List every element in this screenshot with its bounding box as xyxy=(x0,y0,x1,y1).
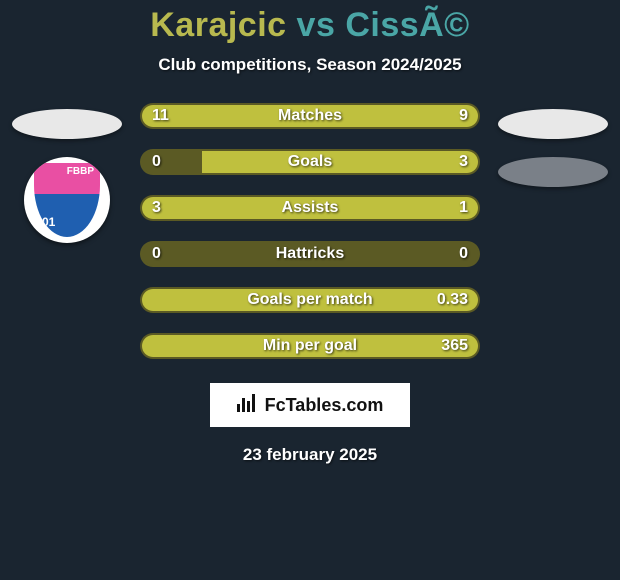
stat-value-left: 11 xyxy=(152,103,169,129)
left-club-logo: FBBP 01 xyxy=(24,157,110,243)
shield-icon: FBBP 01 xyxy=(34,163,100,237)
stat-value-right: 0.33 xyxy=(437,287,468,313)
chart-icon xyxy=(237,394,259,417)
stat-value-right: 3 xyxy=(459,149,468,175)
stat-value-right: 1 xyxy=(459,195,468,221)
stat-label: Goals xyxy=(140,149,480,175)
right-side xyxy=(498,103,608,359)
stat-value-left: 3 xyxy=(152,195,161,221)
date-line: 23 february 2025 xyxy=(243,445,377,465)
brand-box[interactable]: FcTables.com xyxy=(210,383,410,427)
stat-row: Goals per match0.33 xyxy=(140,287,480,313)
stat-label: Assists xyxy=(140,195,480,221)
stat-row: Hattricks0 0 xyxy=(140,241,480,267)
stat-row: Min per goal365 xyxy=(140,333,480,359)
stat-label: Matches xyxy=(140,103,480,129)
stat-row: Goals0 3 xyxy=(140,149,480,175)
shield-badge: 01 xyxy=(42,215,55,229)
stat-value-right: 9 xyxy=(459,103,468,129)
stat-row: Assists3 1 xyxy=(140,195,480,221)
columns: FBBP 01 Matches119Goals03Assists31Hattri… xyxy=(0,103,620,359)
right-ellipse-1 xyxy=(498,109,608,139)
title-vs: vs xyxy=(297,6,336,44)
title-player-right: CissÃ© xyxy=(345,6,469,44)
stat-label: Goals per match xyxy=(140,287,480,313)
left-side: FBBP 01 xyxy=(12,103,122,359)
stat-value-left: 0 xyxy=(152,149,161,175)
stat-list: Matches119Goals03Assists31Hattricks00Goa… xyxy=(140,103,480,359)
stat-row: Matches11 9 xyxy=(140,103,480,129)
shield-text: FBBP xyxy=(67,167,94,177)
stat-value-left: 0 xyxy=(152,241,161,267)
content-wrapper: Karajcic vs CissÃ© Club competitions, Se… xyxy=(0,0,620,580)
left-ellipse xyxy=(12,109,122,139)
stat-label: Hattricks xyxy=(140,241,480,267)
brand-text: FcTables.com xyxy=(265,395,384,416)
stat-value-right: 365 xyxy=(441,333,468,359)
right-ellipse-2 xyxy=(498,157,608,187)
stat-label: Min per goal xyxy=(140,333,480,359)
page-title: Karajcic vs CissÃ© xyxy=(150,6,470,45)
stat-value-right: 0 xyxy=(459,241,468,267)
subtitle: Club competitions, Season 2024/2025 xyxy=(158,55,461,75)
title-player-left: Karajcic xyxy=(150,6,286,44)
